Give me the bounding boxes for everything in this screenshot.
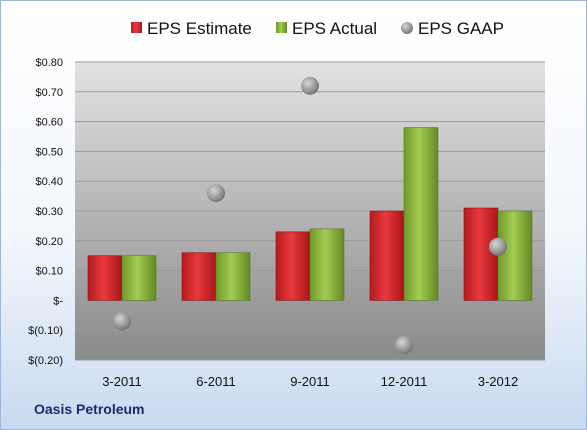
bars <box>87 127 533 301</box>
legend-marker-gaap <box>401 22 413 34</box>
y-tick-label: $(0.20) <box>28 355 63 367</box>
y-tick-label: $0.80 <box>35 57 63 69</box>
company-name: Oasis Petroleum <box>34 401 145 417</box>
bar-eps-estimate <box>463 207 499 301</box>
bar-eps-estimate <box>369 210 405 301</box>
bar-eps-actual <box>121 255 157 301</box>
y-tick-label: $0.10 <box>35 266 63 278</box>
bar-eps-estimate <box>181 252 217 301</box>
bar-eps-estimate <box>275 231 311 301</box>
x-tick-label: 3-2011 <box>102 374 142 389</box>
y-tick-label: $0.20 <box>35 236 63 248</box>
y-tick-label: $0.60 <box>35 117 63 129</box>
point-eps-gaap <box>395 336 413 355</box>
y-tick-label: $0.50 <box>35 146 63 158</box>
y-axis-ticks: $0.80 $0.70 $0.60 $0.50 $0.40 $0.30 $0.20 $0.10… <box>28 57 63 367</box>
legend-swatch-estimate <box>131 22 142 33</box>
bar-eps-actual <box>309 228 345 301</box>
bar-eps-estimate <box>87 255 123 301</box>
y-tick-label: $0.30 <box>35 206 63 218</box>
y-tick-label: $0.70 <box>35 87 63 99</box>
gaap-points <box>113 76 507 355</box>
y-tick-label: $(0.10) <box>28 325 63 337</box>
legend-swatch-actual <box>276 22 287 33</box>
bar-eps-actual <box>215 252 251 301</box>
point-eps-gaap <box>301 76 319 95</box>
x-tick-label: 6-2011 <box>196 374 236 389</box>
x-tick-label: 9-2011 <box>290 374 330 389</box>
x-tick-label: 3-2012 <box>478 374 518 389</box>
x-axis-ticks: 3-2011 6-2011 9-2011 12-2011 3-2012 <box>102 374 518 389</box>
legend-label-estimate: EPS Estimate <box>147 19 252 38</box>
point-eps-gaap <box>489 237 507 256</box>
legend: EPS Estimate EPS Actual EPS GAAP <box>131 19 504 38</box>
bar-eps-actual <box>403 127 439 301</box>
y-tick-label: $0.40 <box>35 176 63 188</box>
point-eps-gaap <box>207 184 225 203</box>
legend-label-actual: EPS Actual <box>292 19 377 38</box>
bar-eps-actual <box>497 210 533 301</box>
y-tick-label: $- <box>53 295 63 307</box>
x-tick-label: 12-2011 <box>381 374 428 389</box>
point-eps-gaap <box>113 312 131 331</box>
legend-label-gaap: EPS GAAP <box>418 19 504 38</box>
